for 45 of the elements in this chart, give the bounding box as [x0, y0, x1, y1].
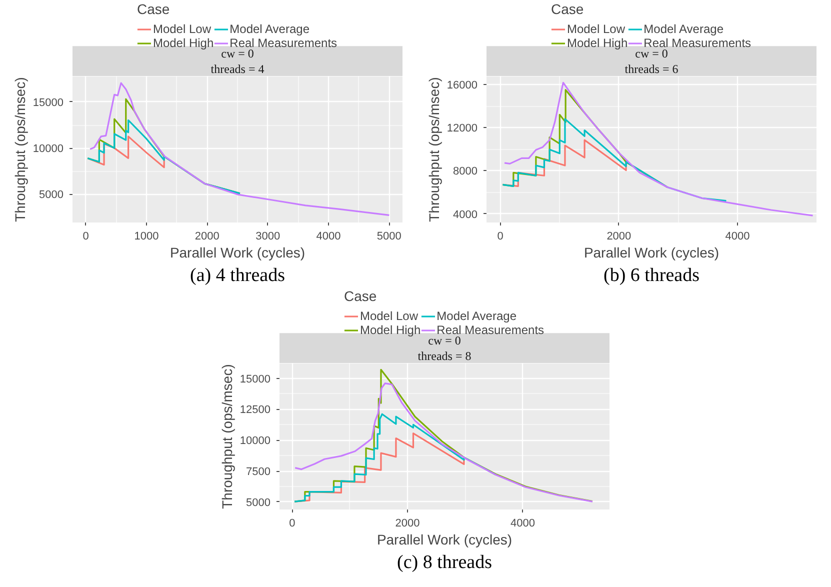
x-tick-label: 1000 [134, 230, 159, 242]
x-tick-label: 0 [497, 230, 504, 242]
x-tick-label: 0 [289, 518, 296, 530]
legend-label: Model Average [436, 309, 516, 323]
x-tick-label: 4000 [510, 518, 535, 530]
legend-label: Model Low [152, 22, 211, 36]
y-axis-title: Throughput (ops/msec) [426, 77, 442, 222]
y-tick-label: 10000 [240, 435, 271, 448]
legend-label: Model Average [230, 22, 310, 36]
text: (b) 6 threads [603, 265, 700, 286]
text: (c) 8 threads [397, 552, 492, 573]
x-tick-label: 4000 [725, 230, 750, 242]
legend-label: Model Low [360, 309, 418, 323]
legend-title: Case [550, 1, 585, 17]
y-tick-label: 5000 [39, 189, 64, 202]
line-series [504, 82, 814, 216]
x-axis-title: Parallel Work (cycles) [584, 244, 720, 260]
x-axis-title: Parallel Work (cycles) [170, 244, 306, 260]
y-tick-label: 12500 [240, 404, 271, 416]
y-tick-label: 12000 [446, 122, 478, 135]
x-tick-label: 0 [82, 230, 89, 242]
y-tick-label: 7500 [246, 466, 271, 478]
line-series [89, 82, 390, 216]
legend-label: Model Low [566, 22, 625, 36]
x-tick-label: 3000 [256, 230, 280, 242]
legend-title: Case [136, 1, 171, 17]
text: (a) 4 threads [190, 265, 285, 286]
line-series [86, 119, 241, 194]
x-tick-label: 2000 [606, 230, 632, 242]
legend-label: Model Average [644, 22, 724, 36]
x-tick-label: 2000 [395, 518, 420, 530]
legend-title: Case [344, 288, 378, 304]
x-tick-label: 2000 [194, 230, 220, 242]
x-tick-label: 4000 [316, 230, 341, 242]
y-tick-label: 10000 [32, 143, 64, 156]
y-tick-label: 15000 [32, 96, 64, 109]
y-tick-label: 15000 [240, 373, 271, 386]
y-tick-label: 5000 [246, 496, 271, 509]
y-axis-title: Throughput (ops/msec) [12, 77, 28, 222]
y-tick-label: 16000 [446, 79, 478, 92]
x-axis-title: Parallel Work (cycles) [376, 532, 512, 548]
x-tick-label: 5000 [376, 230, 402, 242]
y-tick-label: 8000 [453, 166, 478, 178]
y-tick-label: 4000 [453, 208, 478, 221]
y-axis-title: Throughput (ops/msec) [218, 364, 235, 509]
